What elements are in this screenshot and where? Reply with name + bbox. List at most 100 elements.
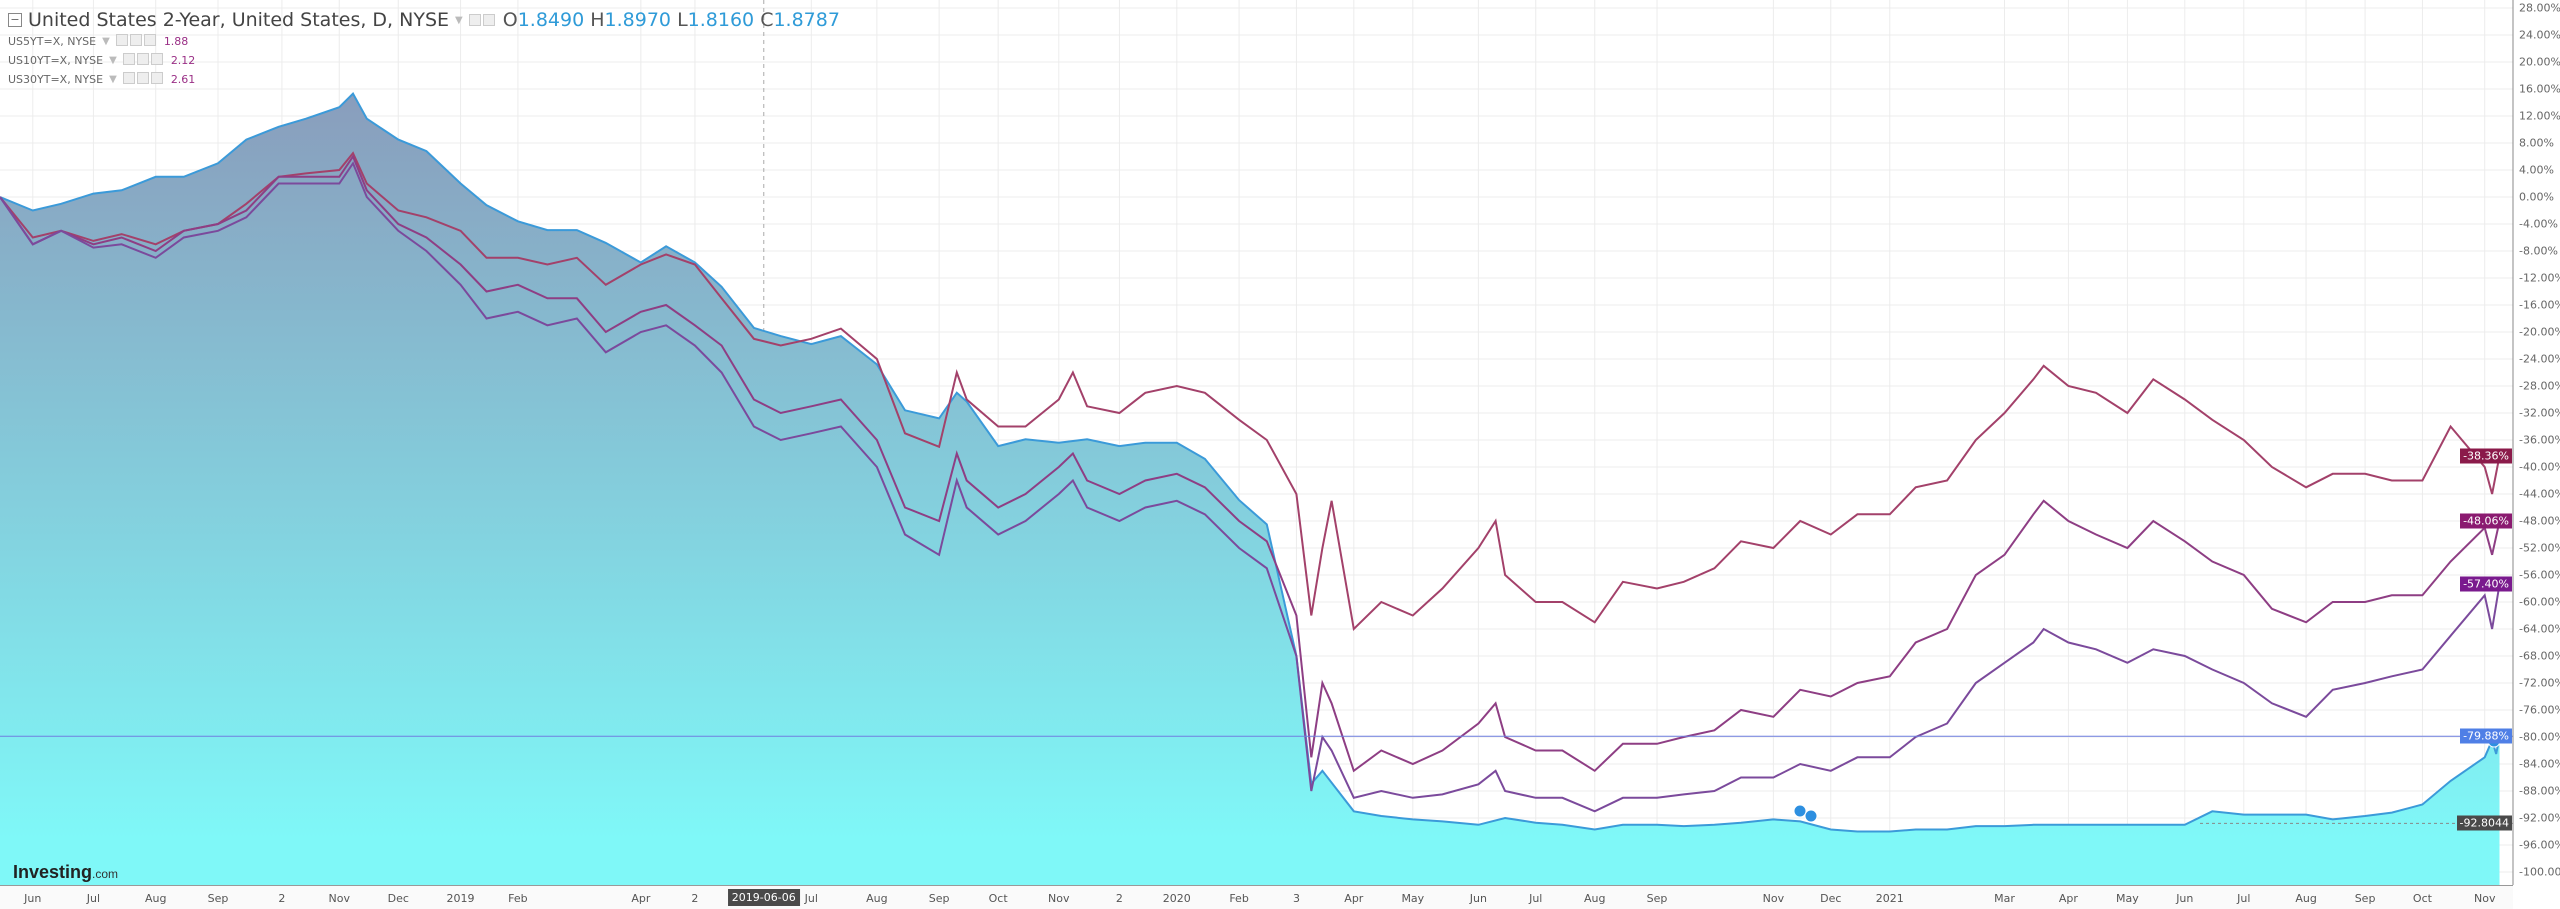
event-marker-icon[interactable] [1804,809,1818,823]
investing-logo[interactable]: Investing.com [13,862,118,883]
x-tick-label: Sep [1646,892,1668,905]
x-tick-label: Sep [207,892,229,905]
series-line-us10yt-x[interactable] [0,154,2501,773]
y-tick-label: -92.00% [2519,811,2560,825]
ohlc-values: O1.8490 H1.8970 L1.8160 C1.8787 [503,9,840,31]
x-axis[interactable] [0,885,2513,909]
y-tick-label: 16.00% [2519,82,2560,96]
y-tick-label: 8.00% [2519,136,2554,150]
x-tick-label: 2 [278,892,286,905]
x-tick-label: May [2116,892,2139,905]
y-tick-label: -80.00% [2519,730,2560,744]
dropdown-arrow-icon[interactable]: ▼ [102,36,110,47]
y-tick-label: -32.00% [2519,406,2560,420]
y-tick-label: -44.00% [2519,487,2560,501]
legend-main-row: − United States 2-Year, United States, D… [8,8,840,32]
y-tick-label: 28.00% [2519,1,2560,15]
y-tick-label: -48.00% [2519,514,2560,528]
x-tick-label: Feb [508,892,528,905]
x-tick-label: Oct [2412,892,2432,905]
visibility-icon[interactable] [136,72,149,84]
dropdown-arrow-icon[interactable]: ▼ [109,55,117,66]
settings-icon[interactable] [468,14,481,26]
x-tick-label: Jun [2176,892,2194,905]
series-name[interactable]: US5YT=X, NYSE [8,35,97,48]
y-tick-label: -60.00% [2519,595,2560,609]
legend-row-us5y: US5YT=X, NYSE ▼ 1.88 [8,32,840,51]
x-tick-label: Aug [866,892,888,905]
x-tick-label: Jun [24,892,42,905]
open-value: 1.8490 [517,9,585,31]
y-tick-label: -96.00% [2519,838,2560,852]
dropdown-arrow-icon[interactable]: ▼ [455,14,463,26]
close-label: C [760,9,774,31]
close-icon[interactable] [150,72,163,84]
y-tick-label: 20.00% [2519,55,2560,69]
x-tick-label: 3 [1292,892,1300,905]
y-tick-label: -40.00% [2519,460,2560,474]
last-value-badge: -79.88% [2460,728,2512,744]
y-tick-label: -36.00% [2519,433,2560,447]
x-tick-label: May [1401,892,1425,905]
x-tick-label: Jun [1469,892,1487,905]
x-tick-label: Aug [2295,892,2317,905]
series-settings-icons[interactable] [468,9,497,31]
legend: − United States 2-Year, United States, D… [8,8,840,89]
collapse-icon[interactable]: − [8,13,22,27]
y-tick-label: -72.00% [2519,676,2560,690]
y-tick-label: -68.00% [2519,649,2560,663]
y-tick-label: -24.00% [2519,352,2560,366]
last-value-badge: -48.06% [2460,513,2512,529]
close-icon[interactable] [150,53,163,65]
low-label: L [677,9,688,31]
settings-icon[interactable] [115,34,128,46]
y-tick-label: 0.00% [2519,190,2554,204]
x-tick-label: 2020 [1162,892,1191,905]
x-tick-label: Mar [1994,892,2015,905]
close-value: 1.8787 [773,9,840,31]
x-tick-label: Dec [1820,892,1842,905]
y-tick-label: -8.00% [2519,244,2558,258]
settings-icon[interactable] [122,72,135,84]
y-tick-label: -76.00% [2519,703,2560,717]
series-line-us5yt-x[interactable] [0,161,2501,813]
visibility-icon[interactable] [129,34,142,46]
x-tick-label: Feb [1229,892,1249,905]
x-tick-label: Apr [631,892,651,905]
visibility-icon[interactable] [482,14,495,26]
settings-icon[interactable] [122,53,135,65]
series-value: 2.61 [170,73,196,86]
series-name[interactable]: US30YT=X, NYSE [8,73,104,86]
series-layer [0,92,2501,885]
series-name[interactable]: US10YT=X, NYSE [8,54,104,67]
last-value-badge: -38.36% [2460,448,2512,464]
series-value: 2.12 [170,54,196,67]
x-tick-label: Nov [328,892,350,905]
series-line-us30yt-x[interactable] [0,151,2501,632]
dropdown-arrow-icon[interactable]: ▼ [109,74,117,85]
x-tick-label: Apr [2058,892,2078,905]
high-label: H [590,9,605,31]
x-tick-label: 2019 [446,892,475,905]
logo-text: Investing [13,862,93,882]
x-tick-label: Aug [144,892,167,905]
x-tick-label: Jul [804,892,818,905]
y-tick-label: -20.00% [2519,325,2560,339]
event-marker-icon[interactable] [1793,804,1807,818]
series-value: 1.88 [163,35,189,48]
y-tick-label: -84.00% [2519,757,2560,771]
visibility-icon[interactable] [136,53,149,65]
legend-row-us10y: US10YT=X, NYSE ▼ 2.12 [8,51,840,70]
y-tick-label: -88.00% [2519,784,2560,798]
series-line-united-states-2-year[interactable] [0,92,2501,833]
y-tick-label: -12.00% [2519,271,2560,285]
main-series-title[interactable]: United States 2-Year, United States, D, … [28,9,450,31]
x-tick-label: Nov [1048,892,1070,905]
x-tick-label: Nov [2473,892,2496,905]
legend-row-us30y: US30YT=X, NYSE ▼ 2.61 [8,70,840,89]
x-tick-label: Aug [1583,892,1606,905]
close-icon[interactable] [143,34,156,46]
x-tick-label: Jul [2237,892,2251,905]
y-tick-label: -4.00% [2519,217,2558,231]
